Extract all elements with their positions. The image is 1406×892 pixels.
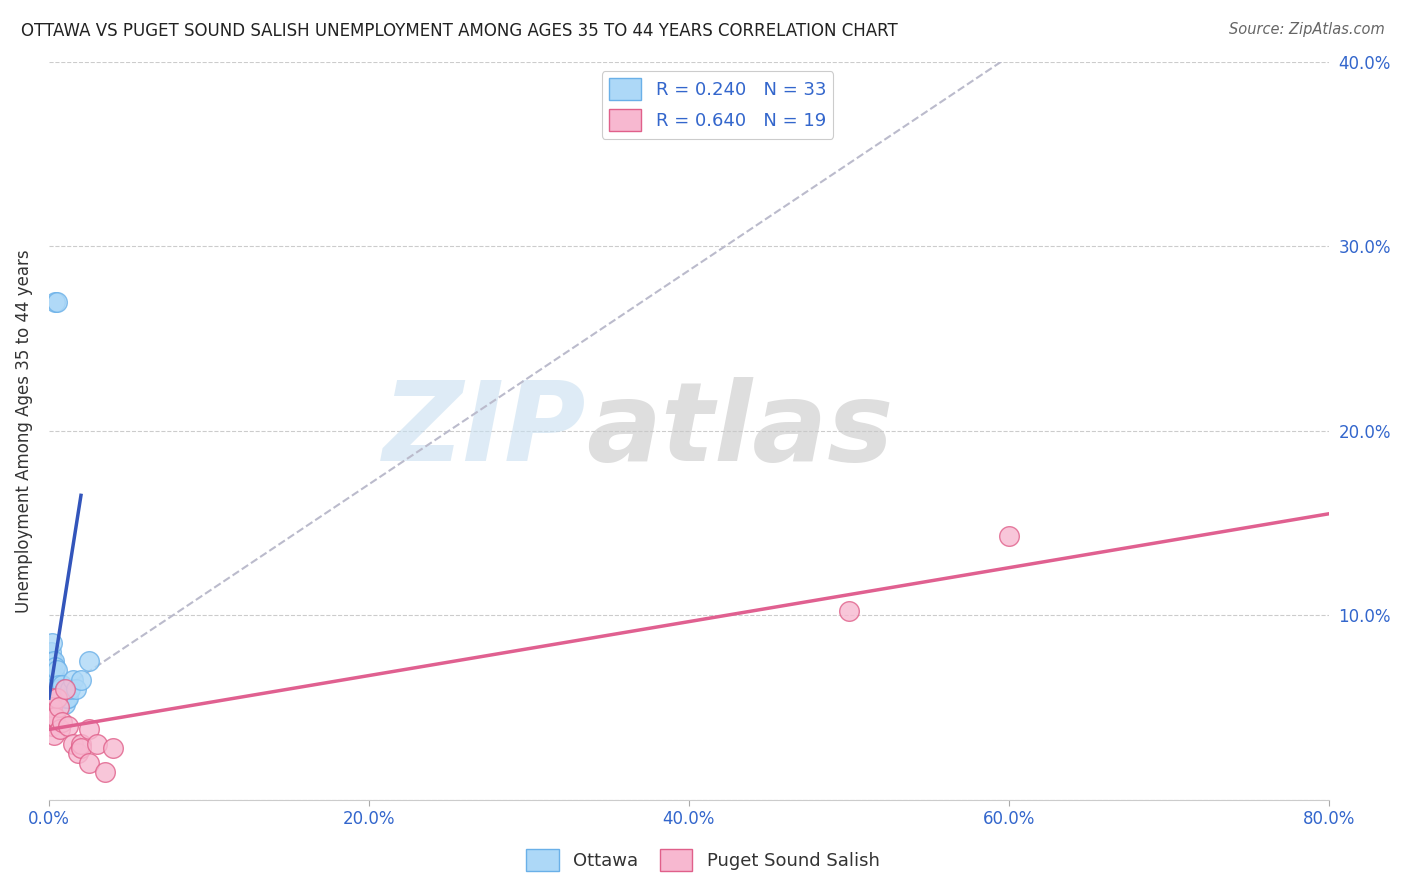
- Text: ZIP: ZIP: [382, 377, 586, 484]
- Text: Source: ZipAtlas.com: Source: ZipAtlas.com: [1229, 22, 1385, 37]
- Point: [101, 740, 124, 755]
- Point: [51, 691, 73, 706]
- Point: [77, 654, 100, 668]
- Point: [42, 709, 65, 723]
- Point: [77, 756, 100, 770]
- Point: [39, 681, 62, 696]
- Point: [42, 681, 65, 696]
- Point: [53, 681, 76, 696]
- Point: [42, 667, 65, 681]
- Point: [56, 719, 79, 733]
- Y-axis label: Unemployment Among Ages 35 to 44 years: Unemployment Among Ages 35 to 44 years: [15, 249, 32, 613]
- Point: [41, 673, 63, 687]
- Point: [42, 728, 65, 742]
- Point: [65, 681, 87, 696]
- Point: [49, 691, 72, 706]
- Point: [838, 605, 860, 619]
- Point: [66, 747, 89, 761]
- Point: [48, 691, 70, 706]
- Point: [46, 691, 69, 706]
- Point: [56, 691, 79, 706]
- Point: [998, 529, 1021, 543]
- Point: [49, 681, 72, 696]
- Point: [48, 678, 70, 692]
- Point: [41, 654, 63, 668]
- Text: atlas: atlas: [586, 377, 894, 484]
- Point: [52, 685, 75, 699]
- Point: [46, 664, 69, 678]
- Point: [94, 764, 117, 779]
- Point: [44, 709, 66, 723]
- Point: [38, 673, 60, 687]
- Point: [70, 737, 93, 751]
- Legend: Ottawa, Puget Sound Salish: Ottawa, Puget Sound Salish: [519, 842, 887, 879]
- Point: [70, 740, 93, 755]
- Point: [62, 737, 84, 751]
- Point: [44, 660, 66, 674]
- Point: [70, 673, 93, 687]
- Point: [48, 700, 70, 714]
- Point: [46, 678, 69, 692]
- Legend: R = 0.240   N = 33, R = 0.640   N = 19: R = 0.240 N = 33, R = 0.640 N = 19: [602, 71, 834, 138]
- Point: [41, 700, 63, 714]
- Text: OTTAWA VS PUGET SOUND SALISH UNEMPLOYMENT AMONG AGES 35 TO 44 YEARS CORRELATION : OTTAWA VS PUGET SOUND SALISH UNEMPLOYMEN…: [21, 22, 898, 40]
- Point: [39, 645, 62, 659]
- Point: [62, 673, 84, 687]
- Point: [46, 294, 69, 309]
- Point: [39, 691, 62, 706]
- Point: [41, 719, 63, 733]
- Point: [44, 294, 66, 309]
- Point: [77, 723, 100, 737]
- Point: [55, 691, 77, 706]
- Point: [86, 737, 108, 751]
- Point: [41, 636, 63, 650]
- Point: [53, 681, 76, 696]
- Point: [44, 673, 66, 687]
- Point: [39, 664, 62, 678]
- Point: [38, 709, 60, 723]
- Point: [46, 691, 69, 706]
- Point: [49, 723, 72, 737]
- Point: [51, 678, 73, 692]
- Point: [51, 715, 73, 730]
- Point: [38, 654, 60, 668]
- Point: [59, 681, 82, 696]
- Point: [42, 654, 65, 668]
- Point: [44, 685, 66, 699]
- Point: [53, 697, 76, 711]
